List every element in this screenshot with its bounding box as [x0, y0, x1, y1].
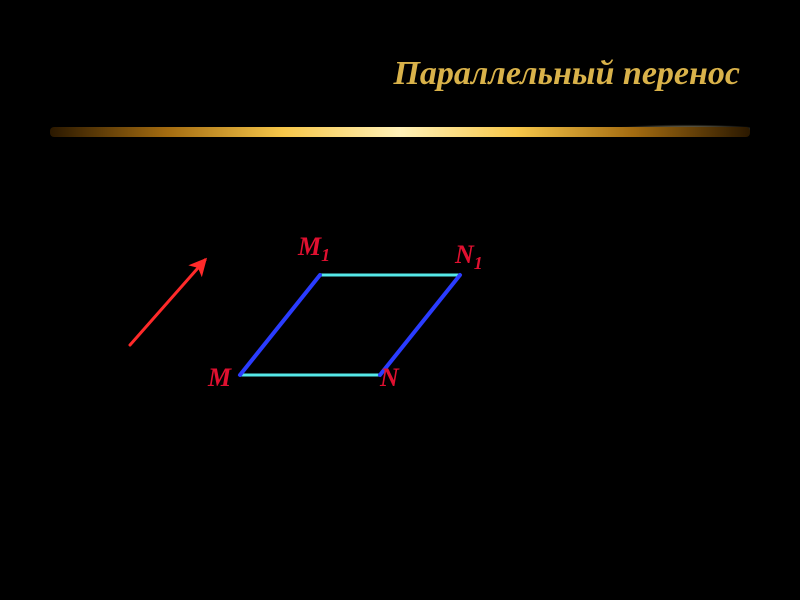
- geometry-diagram: [0, 0, 800, 600]
- slide: Параллельный перенос M N M1 N1: [0, 0, 800, 600]
- segment-MM1: [240, 275, 320, 375]
- translation-vector: [130, 260, 205, 345]
- label-N: N: [380, 363, 399, 393]
- segment-NN1: [380, 275, 460, 375]
- label-N1: N1: [455, 240, 483, 270]
- segments-group: [240, 275, 460, 375]
- label-M: M: [208, 363, 231, 393]
- label-M1: M1: [298, 232, 330, 262]
